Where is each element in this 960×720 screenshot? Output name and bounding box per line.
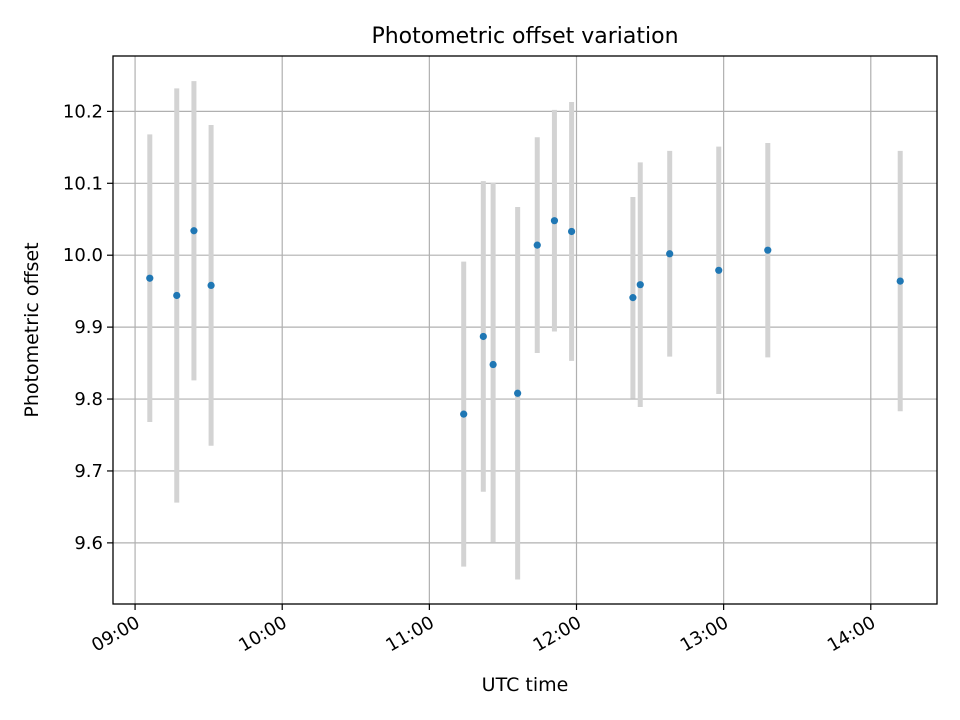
data-point	[666, 250, 674, 258]
y-tick-label: 10.2	[63, 101, 103, 122]
data-point	[636, 281, 644, 289]
grid	[113, 56, 937, 604]
y-tick-label: 9.6	[74, 533, 103, 554]
data-point	[489, 360, 497, 369]
y-tick-label: 10.1	[63, 173, 103, 194]
data-point	[479, 332, 487, 341]
data-point	[533, 241, 541, 249]
y-tick-label: 10.0	[63, 245, 103, 266]
y-tick-label: 9.9	[74, 317, 103, 338]
data-point	[567, 227, 576, 236]
data-points	[146, 217, 904, 418]
data-point	[207, 281, 215, 290]
data-point	[764, 246, 772, 254]
x-axis-label: UTC time	[482, 674, 569, 696]
data-point	[550, 217, 559, 225]
y-axis-label: Photometric offset	[21, 242, 43, 417]
data-point	[514, 389, 522, 397]
data-point	[190, 227, 198, 235]
y-axis-ticks: 9.6 9.7 9.8 9.9 10.0 10.1 10.2	[63, 101, 113, 554]
chart-title: Photometric offset variation	[371, 24, 678, 49]
y-tick-label: 9.8	[74, 389, 103, 410]
y-tick-label: 9.7	[74, 461, 103, 482]
plot-frame	[112, 55, 938, 605]
data-point	[715, 266, 723, 274]
data-point	[173, 291, 181, 300]
data-point	[460, 410, 468, 418]
data-point	[146, 274, 154, 282]
data-point	[629, 294, 637, 302]
data-point	[896, 277, 904, 285]
